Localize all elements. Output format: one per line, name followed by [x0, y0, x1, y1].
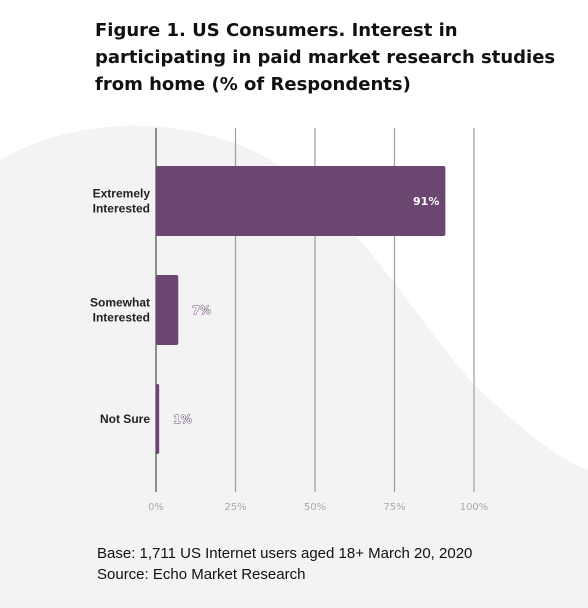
bars	[156, 166, 446, 454]
x-tick-label: 100%	[460, 502, 489, 513]
bar	[156, 384, 160, 454]
data-label: 1%	[173, 413, 192, 426]
labels: 0% 25% 50% 75% 100% Extremely Interested 91% Som…	[90, 187, 488, 514]
x-tick-label: 50%	[304, 502, 326, 513]
x-tick-label: 0%	[148, 502, 164, 513]
base-note: Base: 1,711 US Internet users aged 18+ M…	[97, 545, 473, 562]
background-swoosh-shape	[0, 125, 588, 608]
chart-title: Figure 1. US Consumers. Interest in part…	[95, 20, 556, 95]
category-label: Extremely Interested	[93, 187, 151, 216]
bar	[156, 275, 179, 345]
data-label: 7%	[192, 304, 211, 317]
x-tick-label: 75%	[383, 502, 405, 513]
x-tick-label: 25%	[224, 502, 246, 513]
source-note: Source: Echo Market Research	[97, 566, 306, 583]
category-label: Somewhat Interested	[90, 296, 150, 325]
bar-chart: 0% 25% 50% 75% 100% Extremely Interested 91% Som…	[90, 128, 488, 514]
bar	[156, 166, 446, 236]
data-label: 91%	[413, 195, 439, 208]
category-label: Not Sure	[100, 412, 150, 426]
